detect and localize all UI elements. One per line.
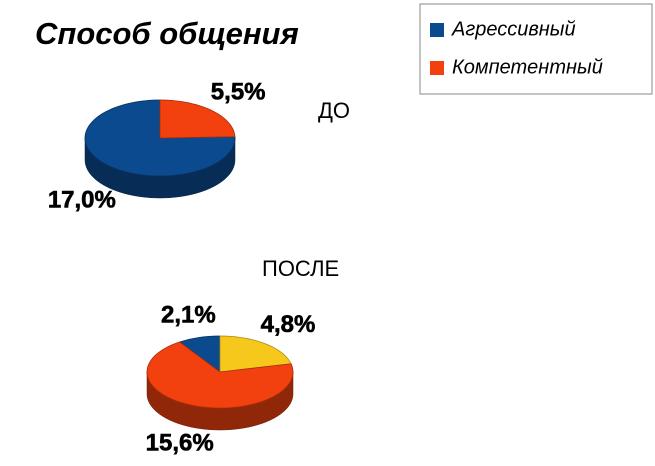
slice — [146, 341, 294, 409]
legend-swatch — [430, 61, 444, 75]
data-label: 4,8% — [261, 311, 316, 338]
legend-swatch — [430, 23, 444, 37]
slice — [219, 335, 292, 373]
pie-subtitle: ДО — [318, 98, 350, 123]
slice — [159, 99, 236, 139]
data-label: 17,0% — [48, 186, 116, 213]
data-label: 15,6% — [146, 430, 214, 457]
slice — [84, 99, 236, 177]
slice — [178, 335, 221, 373]
data-label: 2,1% — [161, 302, 216, 329]
pie-subtitle: ПОСЛЕ — [262, 256, 339, 281]
data-label: 5,5% — [211, 78, 266, 105]
legend-box — [419, 3, 653, 95]
chart-title: Способ общения — [35, 16, 299, 51]
legend-label: Агрессивный — [451, 18, 576, 40]
legend-label: Компетентный — [452, 56, 603, 78]
